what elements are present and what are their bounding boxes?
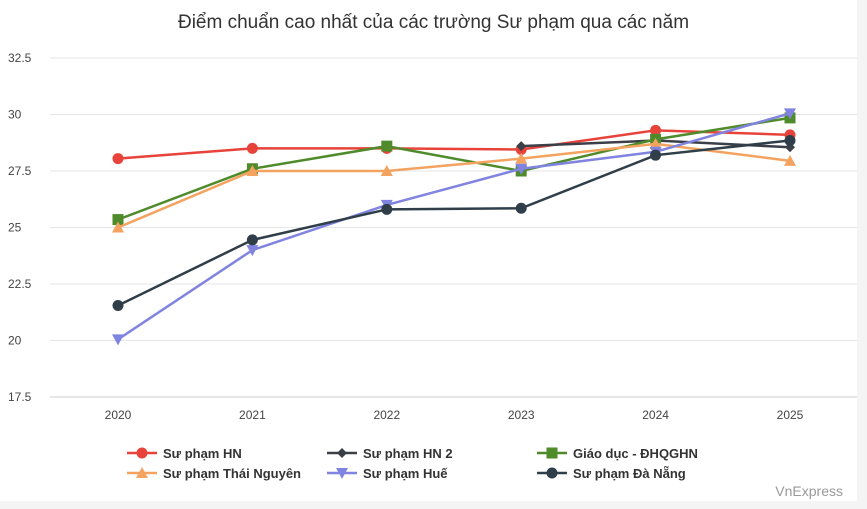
y-tick-label: 20: [8, 334, 22, 348]
data-point: [112, 214, 124, 226]
x-tick-label: 2024: [642, 408, 669, 422]
data-point: [112, 334, 124, 346]
series-line: [117, 139, 791, 307]
legend-marker-icon: [327, 448, 357, 458]
legend-item[interactable]: Sư phạm HN 2: [327, 444, 537, 462]
data-point: [381, 203, 393, 215]
legend-item[interactable]: Sư phạm Đà Nẵng: [537, 464, 757, 482]
series-line: [117, 112, 791, 341]
chart-card: [0, 0, 857, 501]
legend-marker-icon: [537, 447, 567, 459]
y-tick-label: 30: [8, 108, 22, 122]
chart-title: Điểm chuẩn cao nhất của các trường Sư ph…: [177, 12, 690, 33]
x-tick-label: 2025: [777, 408, 804, 422]
legend-marker: [546, 447, 558, 459]
legend-marker: [337, 448, 347, 458]
legend-label: Sư phạm Thái Nguyên: [163, 465, 301, 481]
source-credit: VnExpress: [775, 483, 843, 499]
data-point: [381, 140, 393, 152]
legend-marker-icon: [537, 467, 567, 479]
series-line: [117, 116, 791, 221]
y-tick-label: 27.5: [8, 164, 32, 178]
data-point: [784, 154, 796, 166]
data-point: [649, 137, 662, 149]
data-point: [246, 234, 258, 246]
series-line: [117, 142, 791, 229]
data-point: [112, 221, 124, 233]
data-point: [515, 163, 528, 175]
x-tick-label: 2020: [105, 408, 132, 422]
legend-marker: [136, 467, 148, 478]
legend-marker-icon: [327, 468, 357, 479]
y-tick-label: 25: [8, 221, 22, 235]
data-point: [650, 124, 662, 136]
legend-label: Giáo dục - ĐHQGHN: [573, 445, 698, 461]
legend-marker: [336, 468, 348, 479]
data-point: [515, 152, 528, 164]
x-tick-label: 2023: [508, 408, 535, 422]
series-3: [112, 137, 796, 233]
legend-label: Sư phạm HN 2: [363, 445, 453, 461]
legend-label: Sư phạm HN: [163, 445, 242, 461]
legend-item[interactable]: Sư phạm Huế: [327, 464, 537, 482]
series-line: [117, 129, 791, 160]
data-point: [246, 165, 259, 176]
data-point: [112, 299, 124, 311]
x-tick-label: 2021: [239, 408, 266, 422]
y-tick-label: 22.5: [8, 277, 32, 291]
legend-marker-icon: [127, 467, 157, 478]
data-point: [246, 142, 258, 154]
legend-marker: [546, 467, 558, 479]
data-point: [380, 165, 393, 176]
data-point: [784, 134, 796, 146]
legend-marker-icon: [127, 447, 157, 459]
data-point: [650, 149, 662, 161]
legend-marker: [136, 447, 148, 459]
legend-item[interactable]: Giáo dục - ĐHQGHN: [537, 444, 757, 462]
data-point: [784, 108, 796, 120]
series-4: [112, 108, 796, 346]
data-point: [246, 245, 259, 257]
y-tick-label: 32.5: [8, 51, 32, 65]
line-chart: 17.5 20 22.5 25 27.5 30 32.5 2020 2021 2022 2023 20…: [8, 51, 857, 422]
data-point: [516, 141, 527, 152]
y-tick-label: 17.5: [8, 390, 32, 404]
legend-item[interactable]: Sư phạm Thái Nguyên: [127, 464, 327, 482]
x-tick-label: 2022: [373, 408, 400, 422]
legend-label: Sư phạm Đà Nẵng: [573, 465, 686, 481]
data-point: [112, 153, 124, 165]
series-5: [112, 134, 796, 311]
legend-label: Sư phạm Huế: [363, 465, 448, 481]
legend: Sư phạm HN Sư phạm HN 2 Giáo dục - ĐHQGHN S…: [127, 444, 767, 482]
legend-item[interactable]: Sư phạm HN: [127, 444, 327, 462]
data-point: [515, 202, 527, 214]
